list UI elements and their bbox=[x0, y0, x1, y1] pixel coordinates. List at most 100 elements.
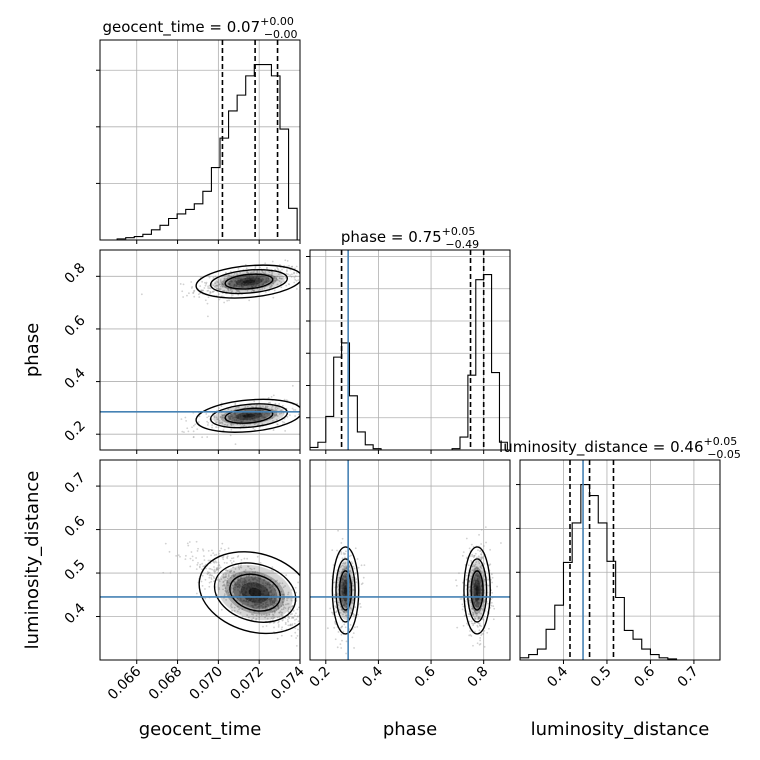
sample-point bbox=[482, 618, 485, 621]
sample-point bbox=[207, 571, 210, 574]
sample-point bbox=[221, 282, 224, 285]
sample-point bbox=[245, 590, 248, 593]
sample-point bbox=[351, 562, 354, 565]
sample-point bbox=[476, 578, 479, 580]
sample-point bbox=[241, 603, 244, 606]
sample-point bbox=[210, 291, 212, 294]
sample-point bbox=[264, 582, 267, 585]
sample-point bbox=[243, 581, 246, 584]
sample-point bbox=[237, 416, 240, 419]
sample-point bbox=[475, 592, 478, 595]
sample-point bbox=[227, 288, 230, 291]
sample-point bbox=[342, 578, 345, 581]
sample-point bbox=[249, 412, 252, 415]
sample-point bbox=[258, 277, 261, 280]
sample-point bbox=[260, 590, 263, 592]
density-level bbox=[242, 279, 256, 284]
sample-point bbox=[292, 609, 295, 612]
sample-point bbox=[241, 594, 244, 597]
sample-point bbox=[201, 289, 204, 292]
sample-point bbox=[200, 580, 203, 583]
sample-point bbox=[480, 557, 483, 560]
sample-point bbox=[218, 288, 221, 291]
sample-point bbox=[228, 274, 231, 277]
sample-point bbox=[263, 613, 265, 616]
sample-point bbox=[257, 277, 260, 280]
sample-point bbox=[257, 599, 260, 602]
sample-point bbox=[197, 293, 200, 296]
sample-point bbox=[215, 284, 217, 287]
contour-line bbox=[229, 573, 281, 612]
sample-point bbox=[272, 296, 275, 299]
sample-point bbox=[471, 611, 474, 614]
sample-point bbox=[241, 286, 244, 289]
sample-point bbox=[340, 626, 342, 629]
sample-point bbox=[475, 588, 478, 591]
sample-point bbox=[286, 270, 288, 273]
sample-point bbox=[266, 599, 269, 602]
sample-point bbox=[235, 284, 237, 287]
sample-point bbox=[469, 630, 471, 632]
sample-point bbox=[230, 275, 232, 278]
sample-point bbox=[238, 285, 241, 288]
sample-point bbox=[340, 587, 342, 590]
sample-point bbox=[320, 642, 322, 644]
sample-point bbox=[261, 288, 264, 290]
sample-point bbox=[267, 397, 270, 399]
sample-point bbox=[261, 283, 264, 286]
sample-point bbox=[353, 567, 356, 570]
sample-point bbox=[478, 582, 480, 585]
sample-point bbox=[226, 423, 229, 426]
sample-point bbox=[478, 580, 481, 583]
sample-point bbox=[280, 634, 283, 637]
sample-point bbox=[482, 557, 484, 560]
sample-point bbox=[465, 557, 468, 560]
sample-point bbox=[352, 598, 355, 601]
sample-point bbox=[264, 262, 267, 265]
sample-point bbox=[162, 571, 165, 574]
sample-point bbox=[267, 593, 269, 596]
panel-title-luminosity_distance: luminosity_distance = 0.46+0.05 −0.05 bbox=[499, 435, 741, 461]
sample-point bbox=[477, 582, 479, 585]
sample-point bbox=[280, 409, 283, 412]
sample-point bbox=[274, 408, 277, 410]
sample-point bbox=[261, 423, 264, 426]
sample-point bbox=[258, 413, 260, 415]
sample-point bbox=[243, 593, 246, 596]
sample-point bbox=[286, 415, 289, 418]
panel-frame bbox=[309, 249, 511, 451]
sample-point bbox=[219, 280, 222, 283]
sample-point bbox=[181, 290, 184, 293]
sample-point bbox=[231, 422, 234, 425]
sample-point bbox=[344, 574, 347, 577]
sample-point bbox=[242, 593, 245, 596]
sample-point bbox=[210, 574, 213, 577]
sample-point bbox=[254, 285, 257, 288]
sample-point bbox=[193, 289, 196, 292]
sample-point bbox=[354, 614, 356, 617]
sample-point bbox=[256, 276, 258, 279]
sample-point bbox=[341, 557, 344, 560]
sample-point bbox=[250, 597, 253, 600]
sample-point bbox=[281, 601, 284, 604]
sample-point bbox=[212, 284, 215, 287]
sample-point bbox=[271, 593, 274, 596]
sample-point bbox=[246, 572, 248, 574]
sample-point bbox=[195, 557, 197, 559]
sample-point bbox=[259, 409, 262, 412]
sample-point bbox=[233, 284, 236, 287]
sample-point bbox=[473, 593, 476, 596]
sample-point bbox=[343, 592, 346, 595]
sample-point bbox=[492, 618, 495, 621]
sample-point bbox=[482, 632, 485, 635]
sample-point bbox=[341, 577, 344, 579]
sample-point bbox=[231, 609, 233, 612]
density-level bbox=[228, 275, 270, 289]
sample-point bbox=[273, 276, 276, 278]
sample-point bbox=[298, 606, 300, 609]
sample-point bbox=[257, 280, 259, 283]
sample-point bbox=[238, 284, 241, 287]
sample-point bbox=[254, 587, 257, 590]
sample-point bbox=[245, 591, 248, 594]
sample-point bbox=[237, 290, 240, 293]
